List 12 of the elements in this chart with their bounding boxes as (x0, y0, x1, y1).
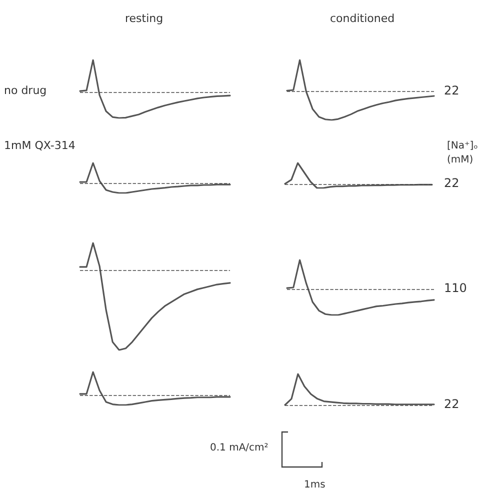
text: (mM) (447, 154, 474, 166)
y2-axis-title: 22 (444, 397, 460, 411)
text: 0.1 mA/cm² (210, 442, 268, 454)
y2-axis-title: 110 (444, 280, 467, 295)
y2-axis-title: 22 (444, 84, 460, 98)
text: [Na⁺]ₒ (447, 140, 478, 152)
y2-axis-title: 22 (444, 176, 460, 190)
chart-title: resting (125, 12, 164, 25)
chart-title: conditioned (330, 12, 395, 25)
y-axis-title: 1mM QX-314 (4, 139, 76, 152)
text: 1ms (304, 480, 326, 489)
y-axis-title: no drug (4, 84, 47, 98)
